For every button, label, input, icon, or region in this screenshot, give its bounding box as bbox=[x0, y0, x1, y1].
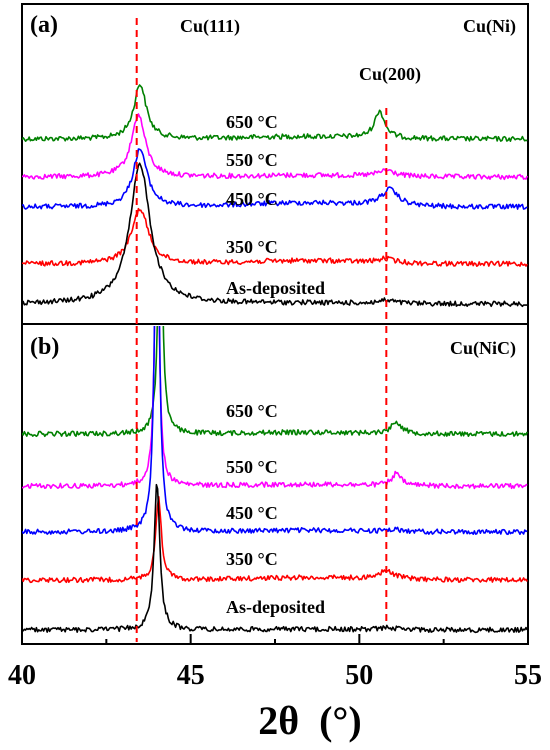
peak-label-cu111: Cu(111) bbox=[180, 16, 240, 37]
panel-a-series bbox=[22, 84, 528, 308]
label-b-450: 450 °C bbox=[226, 503, 278, 523]
series-line-a-350-c bbox=[22, 207, 528, 268]
label-a-350: 350 °C bbox=[226, 237, 278, 257]
series-line-a-650-c bbox=[22, 84, 528, 142]
label-a-550: 550 °C bbox=[226, 150, 278, 170]
series-line-a-550-c bbox=[22, 113, 528, 181]
series-line-a-as-deposited bbox=[22, 162, 528, 308]
panel-b-label: (b) bbox=[30, 334, 59, 360]
series-line-b-650-c bbox=[22, 326, 528, 438]
series-line-b-450-c bbox=[22, 326, 528, 536]
series-line-a-450-c bbox=[22, 148, 528, 210]
series-line-b-350-c bbox=[22, 495, 528, 584]
x-axis-ticks bbox=[21, 634, 529, 644]
label-b-350: 350 °C bbox=[226, 549, 278, 569]
panel-a-label: (a) bbox=[30, 12, 58, 38]
reference-lines bbox=[135, 18, 388, 642]
label-b-650: 650 °C bbox=[226, 401, 278, 421]
series-line-b-as-deposited bbox=[22, 483, 528, 634]
label-b-550: 550 °C bbox=[226, 457, 278, 477]
peak-label-cu200: Cu(200) bbox=[359, 64, 421, 85]
label-a-450: 450 °C bbox=[226, 189, 278, 209]
x-tick-label-55: 55 bbox=[514, 660, 542, 691]
label-a-650: 650 °C bbox=[226, 112, 278, 132]
panel-a-sample: Cu(Ni) bbox=[463, 16, 516, 37]
x-tick-label-50: 50 bbox=[345, 660, 373, 691]
x-tick-label-45: 45 bbox=[177, 660, 205, 691]
panel-b-sample: Cu(NiC) bbox=[450, 338, 516, 359]
x-tick-label-40: 40 bbox=[8, 660, 36, 691]
series-line-b-550-c bbox=[22, 326, 528, 490]
panel-b-series bbox=[22, 326, 528, 634]
label-b-as-deposited: As-deposited bbox=[226, 597, 325, 617]
x-axis-title: 2θ (°) bbox=[258, 698, 362, 743]
label-a-as-deposited: As-deposited bbox=[226, 278, 325, 298]
